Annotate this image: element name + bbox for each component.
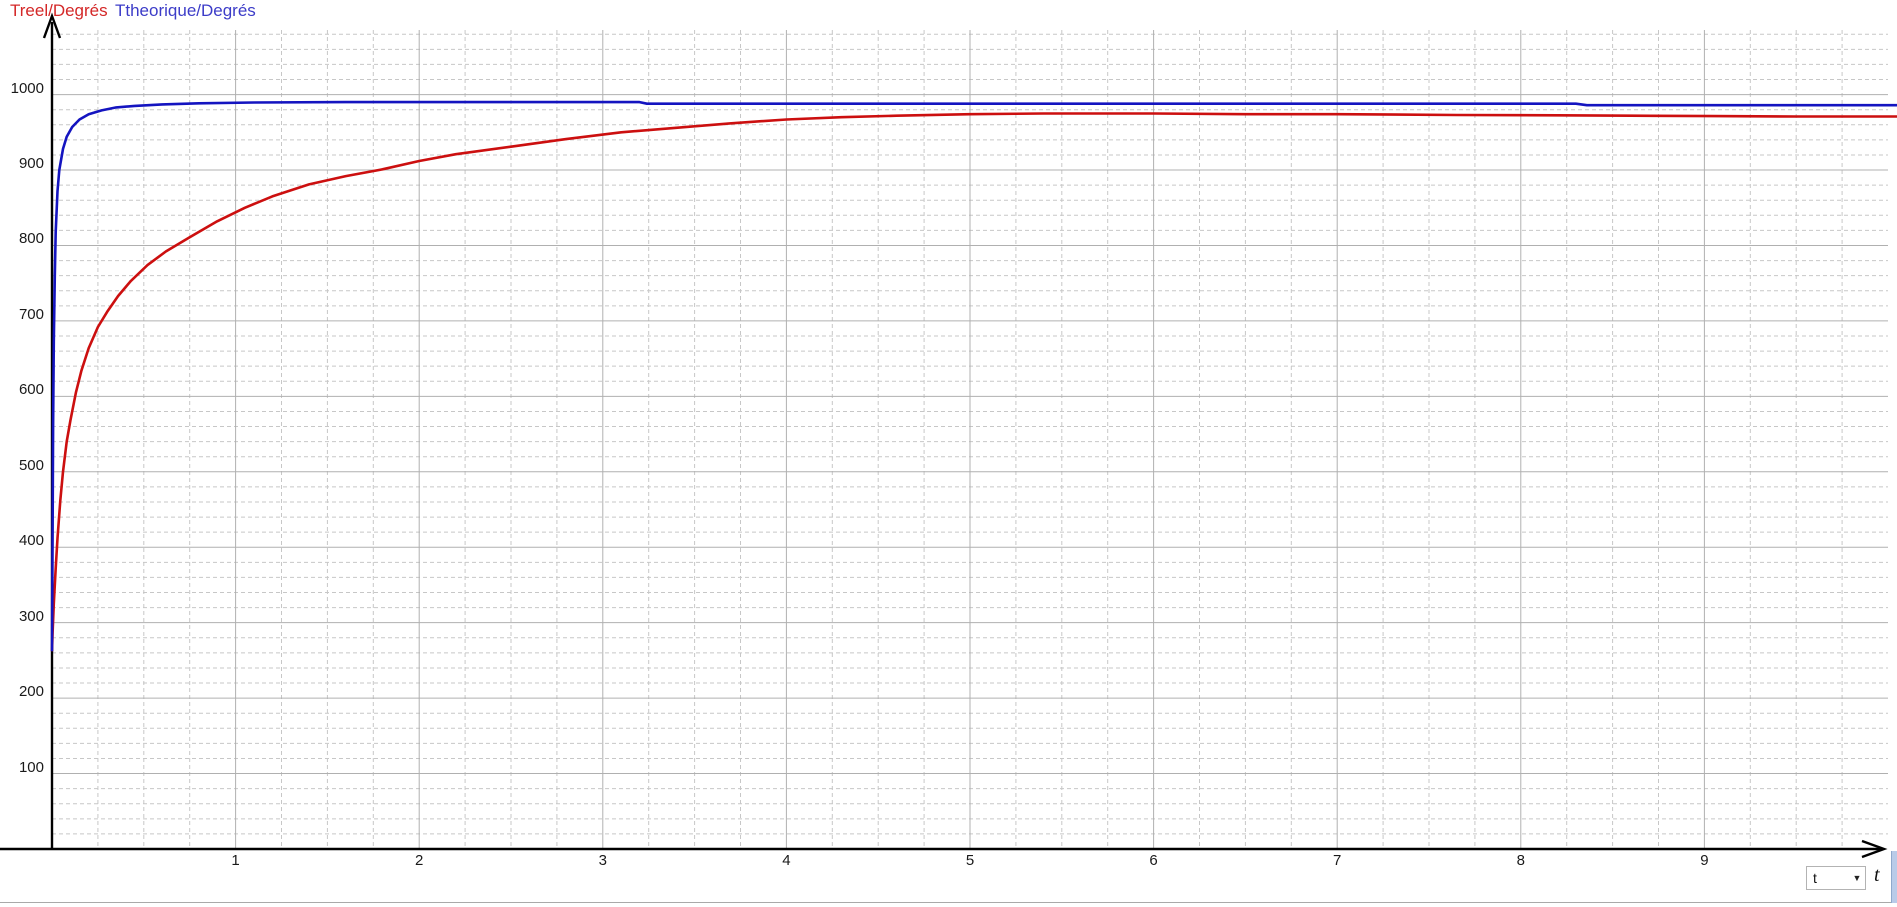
window-edge — [1891, 851, 1897, 903]
x-tick-label: 6 — [1149, 852, 1158, 869]
x-axis-variable-label: t — [1874, 864, 1880, 886]
y-tick-label: 500 — [18, 456, 44, 474]
y-tick-label: 100 — [18, 758, 44, 776]
x-variable-select[interactable]: t ▼ — [1806, 866, 1866, 890]
y-tick-label: 300 — [18, 607, 44, 625]
y-tick-label: 900 — [18, 155, 44, 173]
y-tick-label: 600 — [18, 381, 44, 399]
x-tick-label: 4 — [782, 852, 791, 869]
x-tick-label: 2 — [415, 852, 424, 869]
chevron-down-icon: ▼ — [1852, 873, 1862, 883]
curve-ttheorique — [50, 100, 1897, 652]
x-variable-value: t — [1813, 870, 1817, 886]
series-label-treel[interactable]: Treel/Degrés — [10, 1, 108, 20]
y-tick-label: 1000 — [10, 79, 44, 97]
axes — [0, 12, 1888, 859]
series-label-ttheorique[interactable]: Ttheorique/Degrés — [115, 1, 256, 20]
y-tick-label: 400 — [18, 532, 44, 550]
x-tick-label: 7 — [1333, 852, 1342, 869]
x-tick-label: 9 — [1700, 852, 1709, 869]
x-tick-label: 5 — [965, 852, 975, 869]
curves — [50, 100, 1897, 652]
x-tick-label: 1 — [231, 852, 240, 869]
y-tick-label: 700 — [18, 305, 44, 323]
x-tick-label: 3 — [598, 852, 607, 869]
x-tick-label: 8 — [1516, 852, 1525, 869]
y-tick-label: 800 — [18, 230, 44, 248]
grid-major — [52, 30, 1888, 849]
y-tick-label: 200 — [18, 683, 44, 701]
window-separator — [0, 902, 1897, 903]
curve-treel — [50, 112, 1897, 652]
